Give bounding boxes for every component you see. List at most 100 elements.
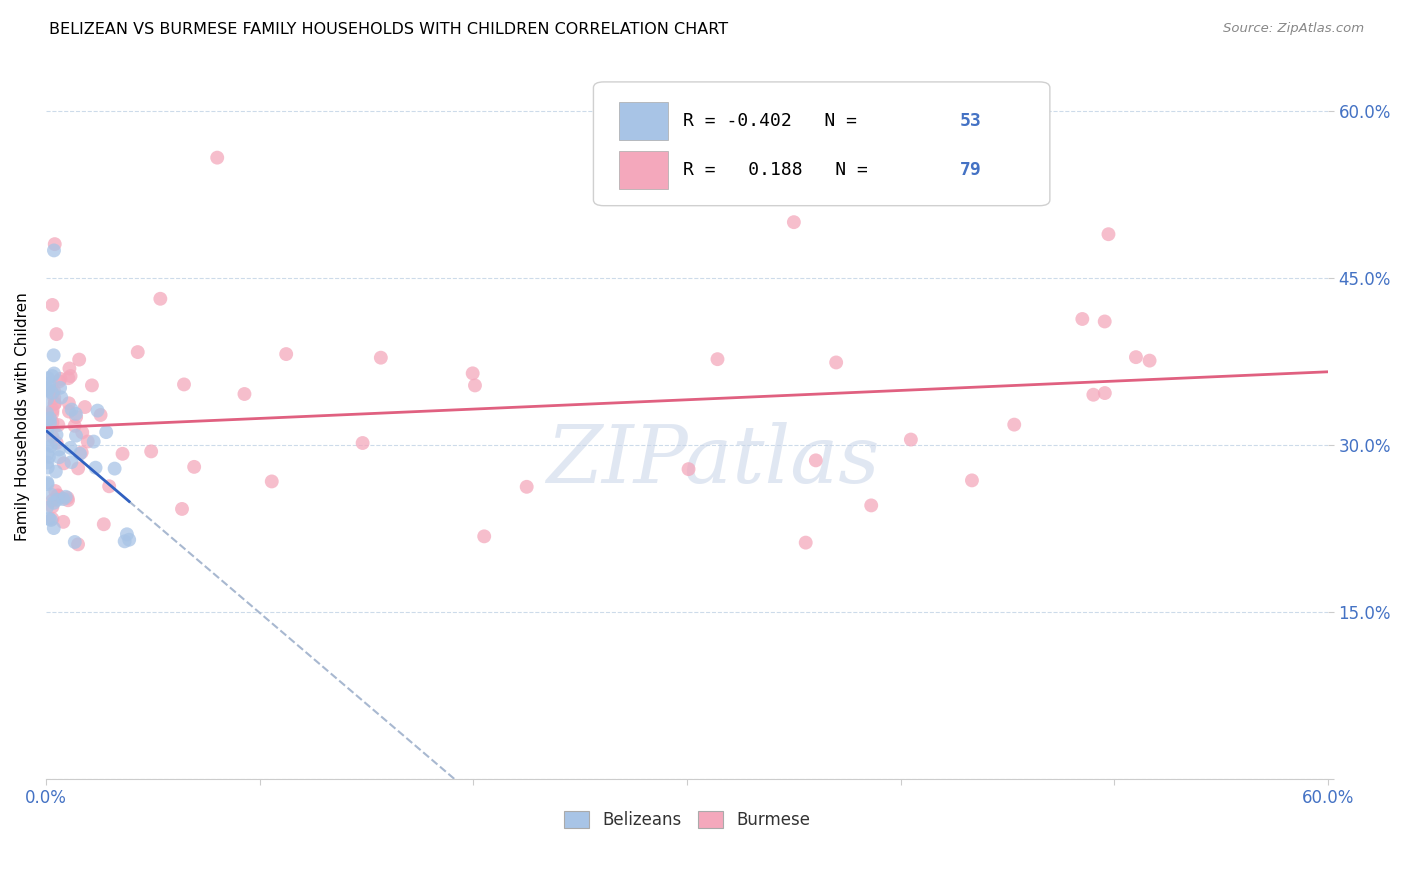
Point (37, 371, 59, 385)
Point (58, 371, 80, 385)
Point (42, 496, 65, 510)
Y-axis label: Family Households with Children: Family Households with Children (15, 293, 30, 541)
Point (80, 378, 103, 392)
Point (1094, 314, 1116, 328)
Point (960, 474, 983, 488)
Point (41, 298, 63, 312)
Text: R = -0.402   N =: R = -0.402 N = (683, 112, 868, 130)
FancyBboxPatch shape (593, 82, 1050, 206)
Point (49, 372, 72, 386)
Point (516, 480, 538, 494)
Point (1139, 353, 1161, 368)
Point (41, 493, 63, 508)
Point (44, 484, 66, 499)
Point (38, 511, 60, 525)
Text: 79: 79 (960, 161, 981, 179)
Point (44, 237, 66, 252)
Point (706, 352, 728, 367)
Point (37, 437, 59, 451)
Point (42, 244, 65, 258)
Point (65, 428, 87, 442)
Text: 53: 53 (960, 112, 981, 130)
Point (35, 424, 58, 438)
Point (370, 351, 392, 365)
Point (46, 492, 69, 507)
Point (37, 475, 59, 490)
Point (65, 410, 87, 425)
Point (46, 488, 69, 502)
Point (58, 361, 80, 376)
Point (41, 430, 63, 444)
Point (37, 460, 59, 475)
Point (63, 418, 86, 433)
Point (41, 386, 63, 401)
Point (42, 367, 65, 381)
Point (104, 461, 127, 475)
Point (37, 455, 59, 469)
Point (1094, 386, 1116, 401)
Point (44, 391, 66, 405)
Point (115, 527, 138, 541)
Point (58, 404, 80, 418)
Point (39, 488, 62, 502)
Point (260, 475, 283, 489)
Point (1071, 312, 1094, 326)
Point (45, 465, 67, 479)
Point (111, 447, 134, 461)
Point (55, 490, 77, 504)
Point (52, 515, 75, 529)
Point (67, 537, 90, 551)
Point (44, 397, 66, 411)
Point (41, 403, 63, 417)
Point (825, 355, 848, 369)
Legend: Belizeans, Burmese: Belizeans, Burmese (557, 805, 817, 836)
Point (170, 502, 193, 516)
Point (96, 425, 118, 439)
Point (678, 462, 700, 476)
Point (276, 347, 298, 361)
Point (1083, 388, 1105, 402)
Point (48, 418, 70, 433)
Point (205, 151, 228, 165)
Point (41, 385, 63, 400)
Point (52, 491, 75, 506)
Point (900, 433, 922, 447)
Point (42, 521, 65, 535)
Point (56, 491, 79, 505)
Point (41, 406, 63, 420)
Point (44, 396, 66, 410)
Point (45, 327, 67, 342)
Point (38, 411, 60, 425)
Point (48, 442, 70, 457)
Point (67, 461, 90, 475)
Point (69, 447, 91, 461)
Point (67, 352, 90, 367)
FancyBboxPatch shape (619, 103, 668, 140)
Point (98, 479, 121, 493)
Point (35, 392, 58, 407)
Point (118, 533, 141, 547)
Point (35, 447, 58, 461)
Point (114, 534, 136, 549)
Point (1002, 417, 1025, 432)
Point (48, 375, 70, 389)
Point (37, 384, 59, 398)
Text: ZIPatlas: ZIPatlas (546, 422, 879, 500)
Point (76, 434, 98, 449)
Point (45, 436, 67, 450)
Point (472, 529, 495, 543)
Point (52, 456, 75, 470)
Point (93, 517, 115, 532)
Point (461, 367, 484, 381)
Point (183, 459, 205, 474)
Point (45, 427, 67, 442)
Point (51, 390, 73, 404)
Point (38, 380, 60, 394)
Point (39, 439, 62, 453)
Point (39, 513, 62, 527)
Text: Source: ZipAtlas.com: Source: ZipAtlas.com (1223, 22, 1364, 36)
Point (41, 500, 63, 514)
Point (860, 499, 883, 513)
Point (59, 369, 82, 384)
Point (65, 407, 87, 421)
